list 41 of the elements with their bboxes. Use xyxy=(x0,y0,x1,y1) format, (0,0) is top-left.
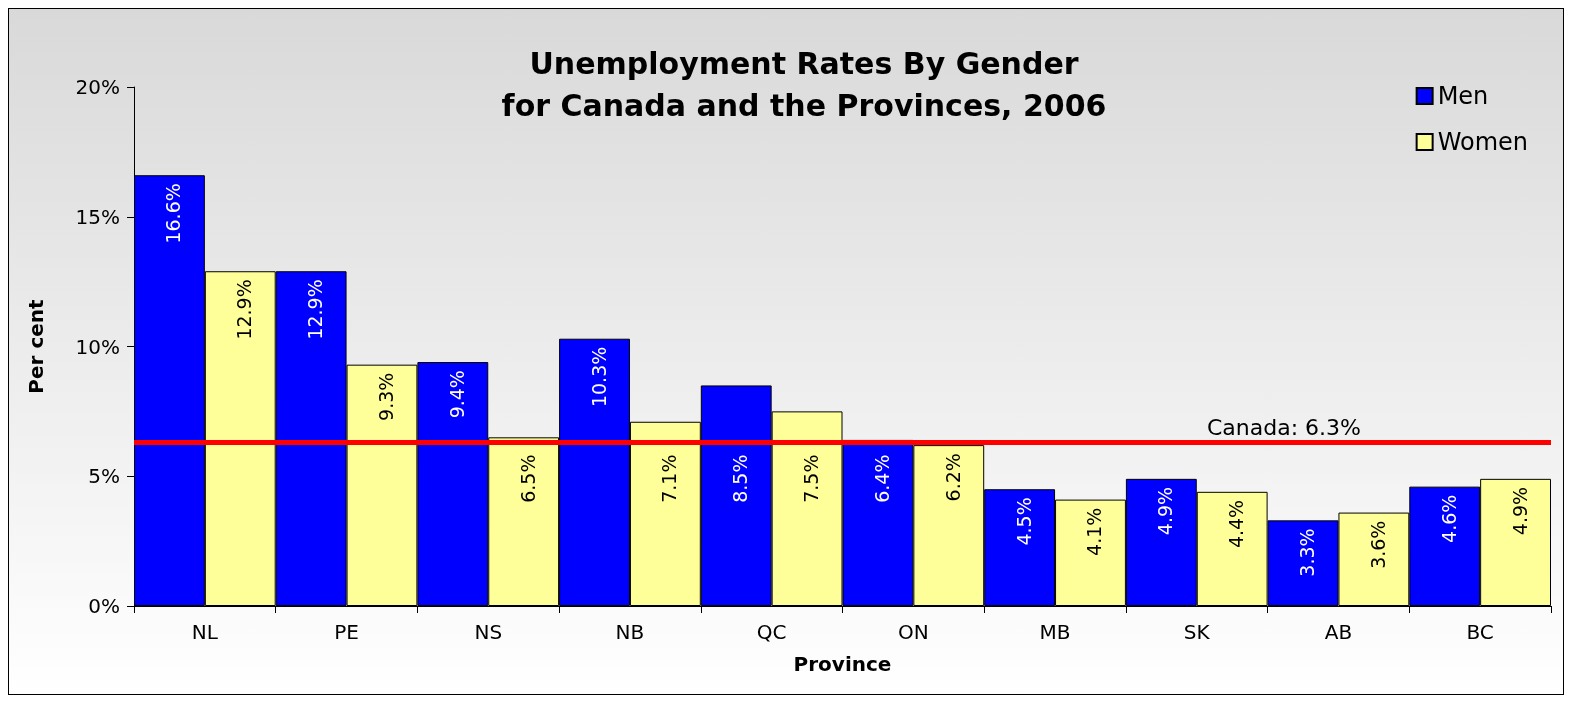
data-label: 4.9% xyxy=(1154,486,1177,536)
data-label: 4.5% xyxy=(1012,497,1035,546)
y-tick-label: 10% xyxy=(75,334,120,359)
data-label: 10.3% xyxy=(587,346,610,408)
data-label: 4.1% xyxy=(1083,507,1106,556)
data-label: 9.4% xyxy=(445,370,468,419)
x-tick-label: ON xyxy=(898,620,929,644)
legend-label: Women xyxy=(1437,128,1529,156)
data-label: 3.3% xyxy=(1296,528,1319,577)
y-axis-title: Per cent xyxy=(24,298,48,394)
x-tick-label: BC xyxy=(1466,620,1494,644)
chart-title: Unemployment Rates By Gender for Canada and the Provinces, 2006 xyxy=(501,45,1107,123)
ref-line-label: Canada: 6.3% xyxy=(1206,415,1361,441)
data-label: 3.6% xyxy=(1366,520,1389,569)
data-label: 4.6% xyxy=(1437,494,1460,543)
x-tick-label: MB xyxy=(1039,620,1071,644)
x-tick-label: AB xyxy=(1324,620,1353,644)
data-label: 16.6% xyxy=(162,183,185,244)
data-label: 9.3% xyxy=(374,372,397,421)
x-tick-label: QC xyxy=(756,620,787,644)
x-axis-title: Province xyxy=(793,652,892,676)
y-tick-label: 5% xyxy=(88,464,120,489)
data-label: 7.1% xyxy=(658,454,681,503)
x-tick-label: PE xyxy=(334,620,359,644)
data-label: 12.9% xyxy=(233,279,256,340)
y-tick-label: 0% xyxy=(88,594,120,618)
data-label: 6.2% xyxy=(941,453,964,502)
data-label: 8.5% xyxy=(729,454,752,503)
data-label: 12.9% xyxy=(304,279,327,340)
x-tick-label: NB xyxy=(615,620,645,644)
data-label: 4.9% xyxy=(1508,486,1531,536)
data-label: 7.5% xyxy=(800,454,823,503)
data-label: 4.4% xyxy=(1225,499,1248,549)
data-label: 6.4% xyxy=(870,454,893,503)
x-tick-label: SK xyxy=(1183,620,1211,644)
x-tick-label: NL xyxy=(191,620,219,644)
y-tick-label: 20% xyxy=(75,75,120,99)
data-label: 6.5% xyxy=(516,454,539,503)
legend-label: Men xyxy=(1437,82,1489,110)
y-tick-label: 15% xyxy=(75,204,120,229)
x-tick-label: NS xyxy=(474,620,503,644)
